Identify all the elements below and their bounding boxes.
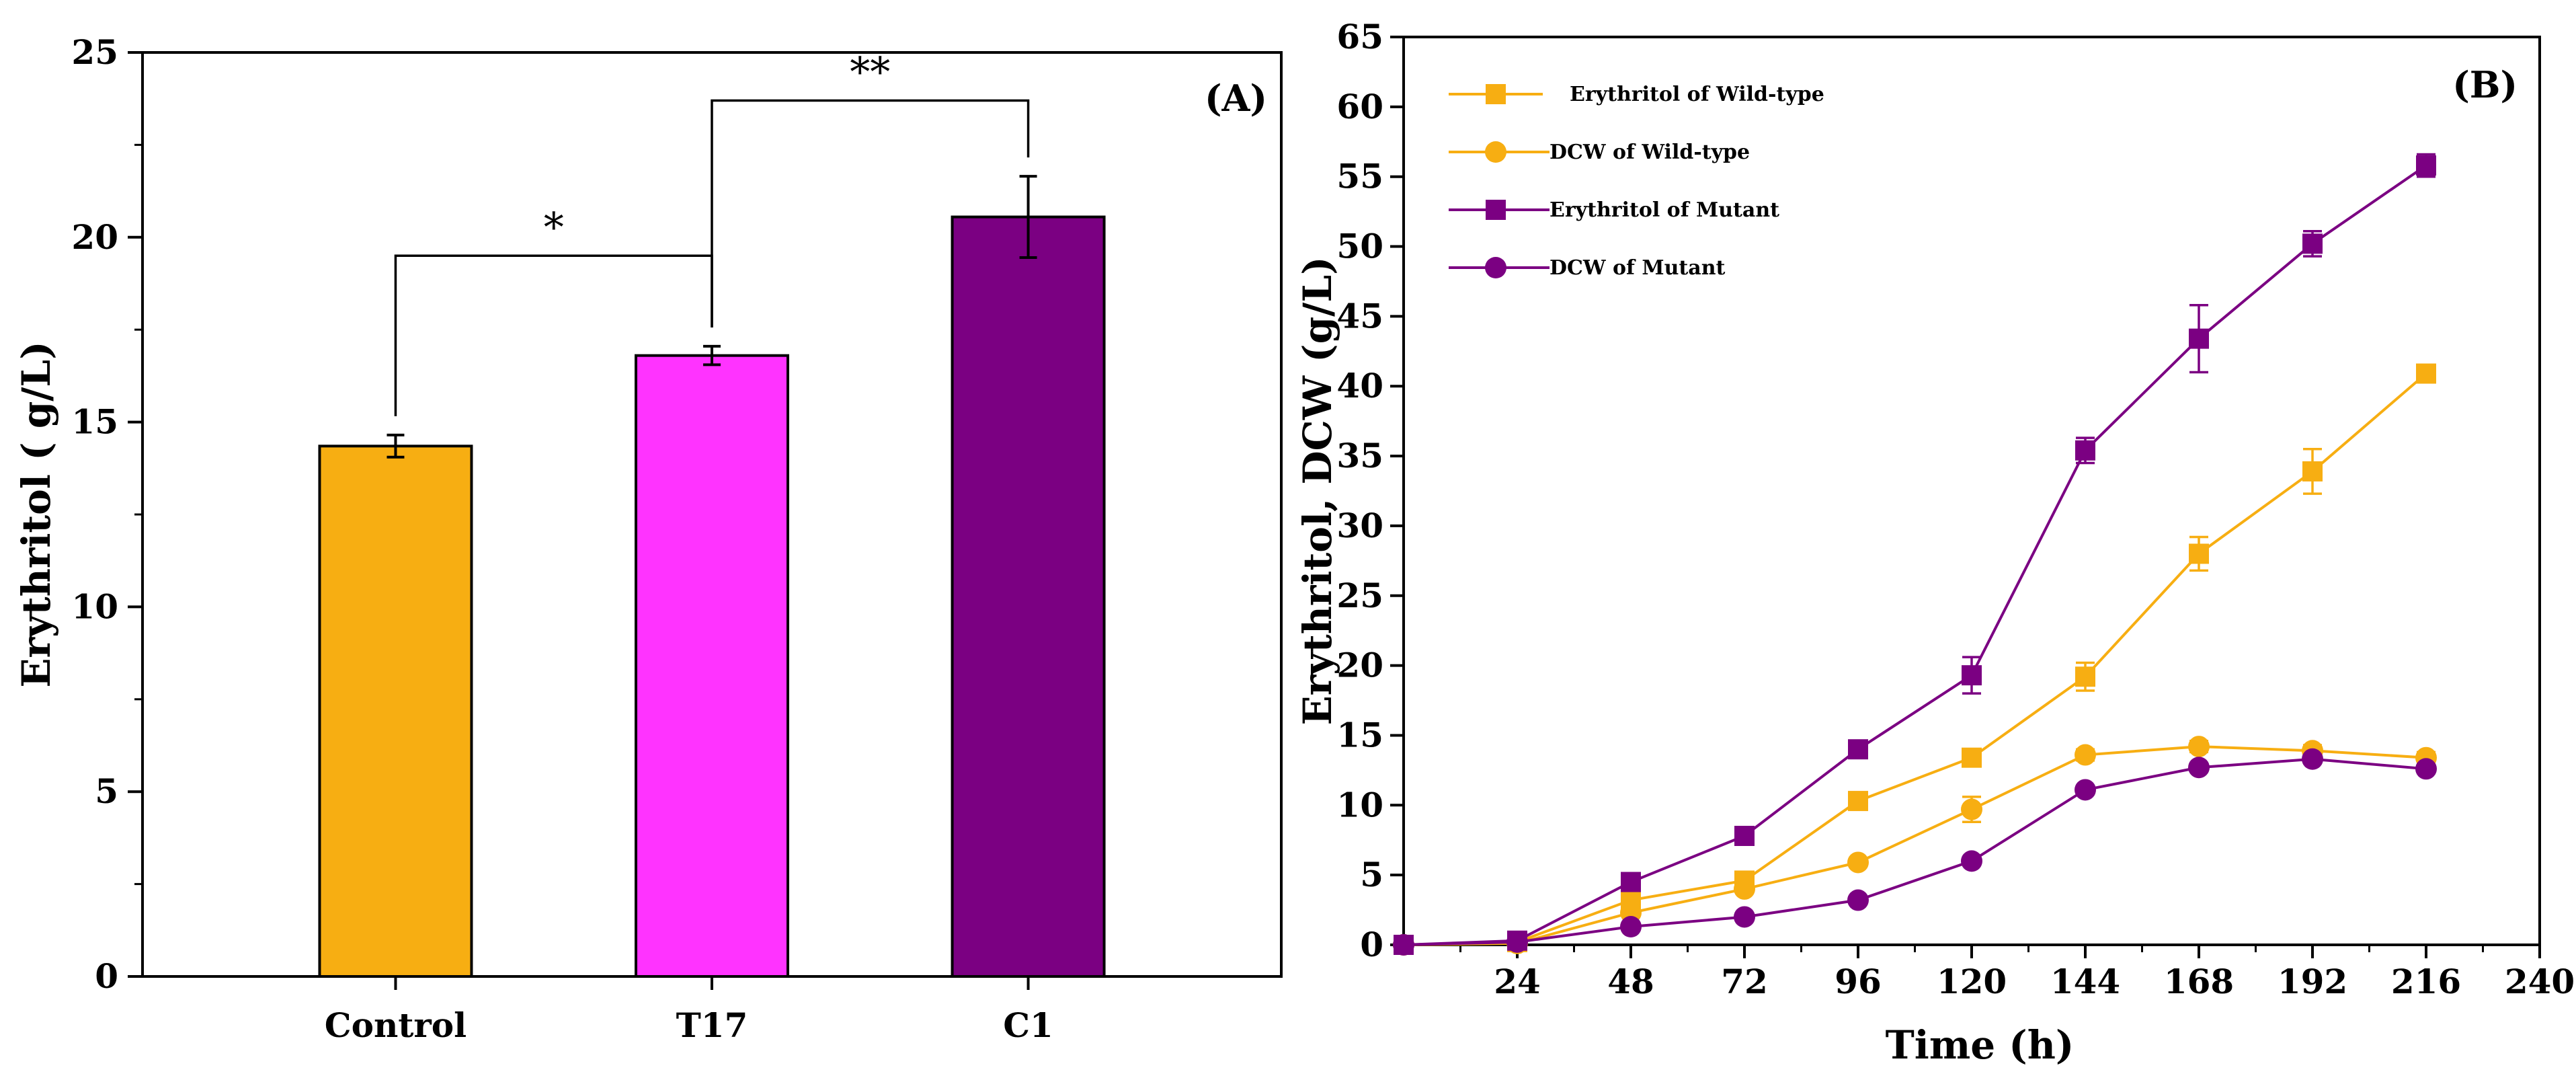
panel-b-y-ticks: 0 5 10 15 20 25 30 35 40 45 50 55 60 65 [1336, 17, 1404, 964]
panel-a-significance: *** [394, 48, 1030, 416]
panel-b-y-tick-label: 20 [1336, 646, 1383, 685]
panel-b-x-tick-label: 48 [1607, 962, 1654, 1001]
panel-a-bar-c1 [951, 215, 1106, 978]
panel-b-y-tick-label: 0 [1360, 925, 1383, 964]
panel-b-legend-label: Erythritol of Mutant [1549, 198, 1779, 222]
panel-b-x-tick-label: 120 [1937, 962, 2007, 1001]
panel-b-data-point [1620, 916, 1642, 937]
panel-a-y-tick-label: 15 [71, 402, 118, 442]
panel-b-data-point [1506, 931, 1528, 953]
panel-b-x-tick-label: 240 [2505, 962, 2575, 1001]
panel-a-y-tick-label: 25 [71, 32, 118, 72]
panel-b-legend: Erythritol of Wild-type DCW of Wild-type E… [1449, 83, 1824, 280]
panel-b-data-point [1734, 906, 1755, 928]
panel-a-significance-bracket [711, 99, 1030, 328]
panel-b-data-point [1848, 739, 1868, 760]
panel-b-x-tick-label: 192 [2278, 962, 2347, 1001]
panel-a-x-tick-label: C1 [1003, 1005, 1053, 1045]
panel-b-data-point [1734, 826, 1755, 846]
panel-b-legend-label: DCW of Wild-type [1549, 141, 1750, 164]
panel-a-x-tick-label: T17 [676, 1005, 748, 1045]
panel-b-data-point [1961, 850, 1982, 872]
panel-a-bar-t17 [635, 354, 789, 978]
panel-b-series-line [1403, 373, 2427, 946]
panel-b-y-tick-label: 45 [1336, 296, 1383, 336]
panel-a-label: (A) [1205, 77, 1267, 120]
panel-b-x-tick-label: 168 [2164, 962, 2234, 1001]
panel-b-x-tick-label: 144 [2050, 962, 2120, 1001]
panel-b-y-axis-title: Erythritol, DCW (g/L) [1295, 256, 1340, 725]
panel-b-data-point [1961, 798, 1982, 820]
panel-b-data-point [2302, 233, 2323, 254]
panel-a-significance-label: * [544, 204, 564, 251]
panel-b-y-tick-label: 10 [1336, 785, 1383, 824]
panel-a-x-labels: Control T17 C1 [325, 976, 1053, 1045]
panel-b-data-point [1847, 889, 1869, 911]
panel-b-y-tick-label: 65 [1336, 17, 1383, 56]
panel-b-series-line [1403, 757, 2427, 946]
panel-b-data-point [2416, 363, 2436, 384]
panel-b-data-point [1734, 878, 1755, 900]
panel-b-series-3 [1393, 748, 2437, 956]
panel-b-y-tick-label: 50 [1336, 227, 1383, 266]
panel-b-data-point [1848, 791, 1868, 812]
panel-a-y-tick-label: 5 [95, 771, 118, 811]
panel-b-data-point [2415, 758, 2437, 780]
panel-b-series-0 [1394, 363, 2436, 955]
panel-b-y-tick-label: 15 [1336, 715, 1383, 755]
panel-a-bar-control [318, 445, 473, 978]
panel-b-y-tick-label: 30 [1336, 506, 1383, 545]
panel-a-y-axis-title: Erythritol ( g/L) [13, 341, 59, 687]
panel-b-data-point [2075, 666, 2095, 687]
panel-a-bars [318, 175, 1106, 978]
panel-b-data-point [1962, 747, 1982, 768]
panel-b-x-tick-label: 24 [1494, 962, 1541, 1001]
panel-a-y-tick-label: 0 [95, 956, 118, 996]
panel-b-x-axis-title: Time (h) [1886, 1022, 2075, 1068]
panel-b-legend-label: DCW of Mutant [1549, 256, 1726, 280]
panel-b-y-tick-label: 35 [1336, 436, 1383, 475]
panel-b-data-point [2075, 779, 2096, 801]
panel-b-data-point [1621, 872, 1641, 892]
panel-a-y-tick-label: 10 [71, 586, 118, 626]
panel-b-x-tick-label: 72 [1721, 962, 1768, 1001]
panel-b-data-point [2188, 736, 2210, 758]
panel-b-data-point [2302, 461, 2323, 482]
panel-b-y-tick-label: 55 [1336, 157, 1383, 196]
panel-b-x-tick-label: 216 [2391, 962, 2461, 1001]
panel-b-series-2 [1394, 153, 2436, 955]
panel-b-legend-marker [1486, 84, 1506, 104]
panel-b-x-ticks: 24 48 72 96 120 144 168 192 216 240 [1459, 945, 2575, 1001]
panel-b-data-point [2416, 155, 2436, 176]
panel-a-y-ticks: 0 5 10 15 20 25 [71, 32, 143, 996]
panel-a-x-tick-label: Control [325, 1005, 467, 1045]
panel-b-label: (B) [2452, 63, 2518, 106]
panel-b-legend-label: Erythritol of Wild-type [1570, 83, 1824, 106]
panel-b-data-point [2189, 543, 2209, 564]
panel-b-data-point [1847, 851, 1869, 874]
panel-b-data-point [1393, 934, 1414, 956]
panel-b-y-tick-label: 40 [1336, 366, 1383, 406]
panel-b-series-line [1403, 745, 2427, 946]
panel-b-data-point [2302, 748, 2323, 770]
panel-a-y-tick-label: 20 [71, 217, 118, 257]
panel-b-series-line [1403, 164, 2427, 946]
panel-b-data-point [2075, 744, 2096, 766]
panel-b-line-chart: (B) Erythritol, DCW (g/L) Time (h) 0 5 10 1… [1295, 17, 2575, 1068]
panel-b-data-point [2189, 328, 2209, 349]
panel-b-data-point [2075, 440, 2095, 461]
panel-b-data-point [2188, 757, 2210, 779]
panel-b-y-tick-label: 5 [1360, 855, 1383, 894]
panel-b-y-tick-label: 60 [1336, 87, 1383, 126]
panel-a-significance-label: ** [850, 48, 890, 95]
panel-b-legend-marker [1485, 141, 1506, 163]
panel-b-legend-marker [1486, 200, 1506, 220]
panel-b-series [1393, 153, 2437, 956]
panel-b-legend-marker [1485, 257, 1506, 278]
panel-b-y-tick-label: 25 [1336, 576, 1383, 615]
panel-b-x-tick-label: 96 [1835, 962, 1882, 1001]
panel-b-data-point [1962, 665, 1982, 686]
